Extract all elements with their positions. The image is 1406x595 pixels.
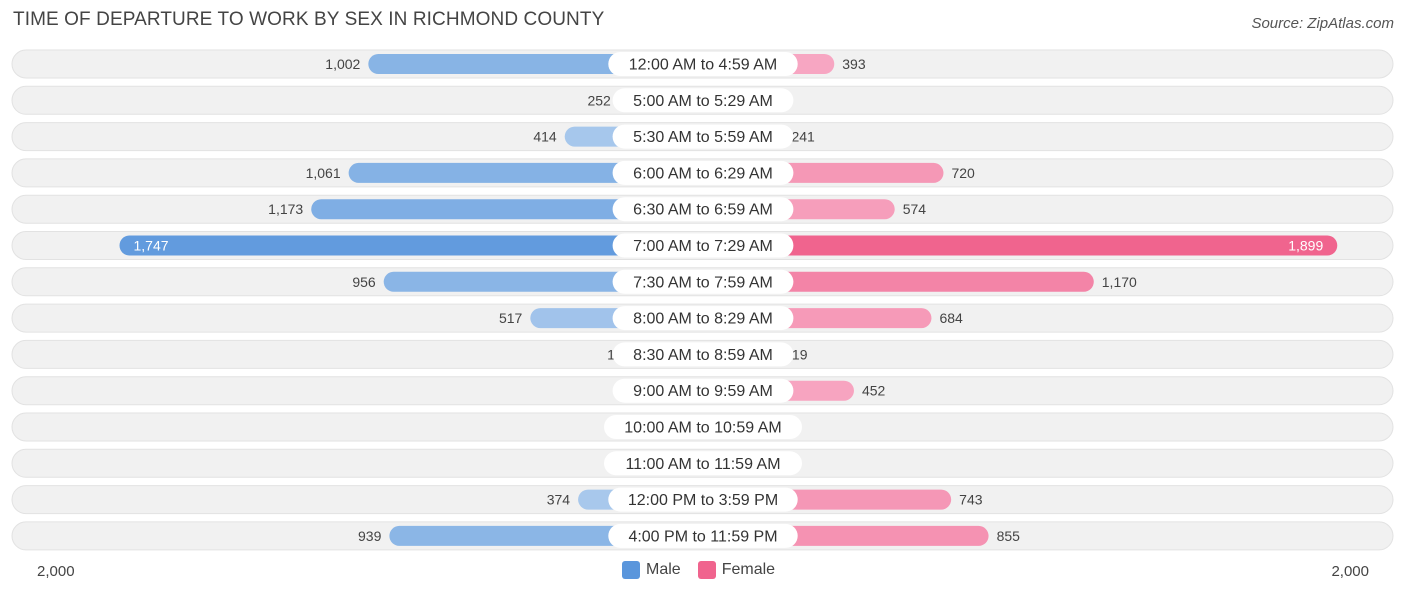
value-label-female: 393 <box>842 56 866 72</box>
value-label-female: 684 <box>939 310 963 326</box>
category-pill <box>608 523 798 548</box>
category-pill <box>612 233 794 258</box>
legend-label-female: Female <box>721 561 776 578</box>
category-label: 12:00 PM to 3:59 PM <box>628 492 778 509</box>
category-pill <box>612 378 794 403</box>
bar-male <box>119 235 713 256</box>
legend-item-male[interactable]: Male <box>622 561 681 579</box>
chart-title: TIME OF DEPARTURE TO WORK BY SEX IN RICH… <box>13 9 605 30</box>
category-label: 7:00 AM to 7:29 AM <box>633 238 773 255</box>
category-label: 7:30 AM to 7:59 AM <box>633 274 773 291</box>
category-label: 11:00 AM to 11:59 AM <box>625 456 780 473</box>
value-label-male: 517 <box>499 310 523 326</box>
bar-male <box>311 199 713 220</box>
value-label-female: 241 <box>791 129 815 145</box>
legend-label-male: Male <box>646 561 681 578</box>
axis-left-label: 2,000 <box>37 563 75 580</box>
category-pill <box>604 415 802 439</box>
value-label-female: 855 <box>997 528 1021 544</box>
category-pill <box>612 342 794 367</box>
category-label: 8:30 AM to 8:59 AM <box>633 347 773 364</box>
value-label-female: 452 <box>862 383 886 399</box>
category-label: 5:00 AM to 5:29 AM <box>633 93 773 110</box>
value-label-female: 720 <box>951 165 975 181</box>
category-label: 5:30 AM to 5:59 AM <box>633 129 773 146</box>
value-label-male: 374 <box>547 492 571 508</box>
legend-swatch-female <box>697 561 716 579</box>
value-label-male: 1,061 <box>306 165 341 181</box>
category-pill <box>612 88 794 113</box>
value-label-female: 1,170 <box>1102 274 1137 290</box>
value-label-female: 743 <box>959 492 983 508</box>
category-label: 6:30 AM to 6:59 AM <box>633 202 773 219</box>
category-pill <box>612 269 794 294</box>
value-label-male: 1,747 <box>134 238 169 254</box>
bar-female <box>693 235 1338 256</box>
legend-item-female[interactable]: Female <box>697 561 776 579</box>
category-pill <box>612 124 794 149</box>
value-label-male: 1,173 <box>268 201 303 217</box>
category-label: 4:00 PM to 11:59 PM <box>628 528 777 545</box>
axis-right-label: 2,000 <box>1331 563 1369 580</box>
category-pill <box>608 487 798 512</box>
value-label-female: 1,899 <box>1288 238 1323 254</box>
legend: Male Female <box>622 561 792 579</box>
category-label: 9:00 AM to 9:59 AM <box>633 383 773 400</box>
category-pill <box>612 197 794 222</box>
value-label-male: 414 <box>533 129 557 145</box>
bar-female <box>693 271 1094 292</box>
value-label-male: 1,002 <box>325 56 360 72</box>
source-label: Source: ZipAtlas.com <box>1251 15 1394 32</box>
category-label: 10:00 AM to 10:59 AM <box>624 420 781 437</box>
category-label: 6:00 AM to 6:29 AM <box>633 165 773 182</box>
category-pill <box>612 160 794 185</box>
category-pill <box>612 306 794 331</box>
value-label-female: 574 <box>903 201 927 217</box>
category-label: 8:00 AM to 8:29 AM <box>633 311 773 328</box>
value-label-male: 252 <box>587 92 611 108</box>
category-pill <box>604 451 802 476</box>
legend-swatch-male <box>622 561 640 579</box>
category-label: 12:00 AM to 4:59 AM <box>629 57 778 74</box>
category-pill <box>608 52 798 76</box>
value-label-male: 939 <box>358 528 382 544</box>
value-label-male: 956 <box>352 274 376 290</box>
